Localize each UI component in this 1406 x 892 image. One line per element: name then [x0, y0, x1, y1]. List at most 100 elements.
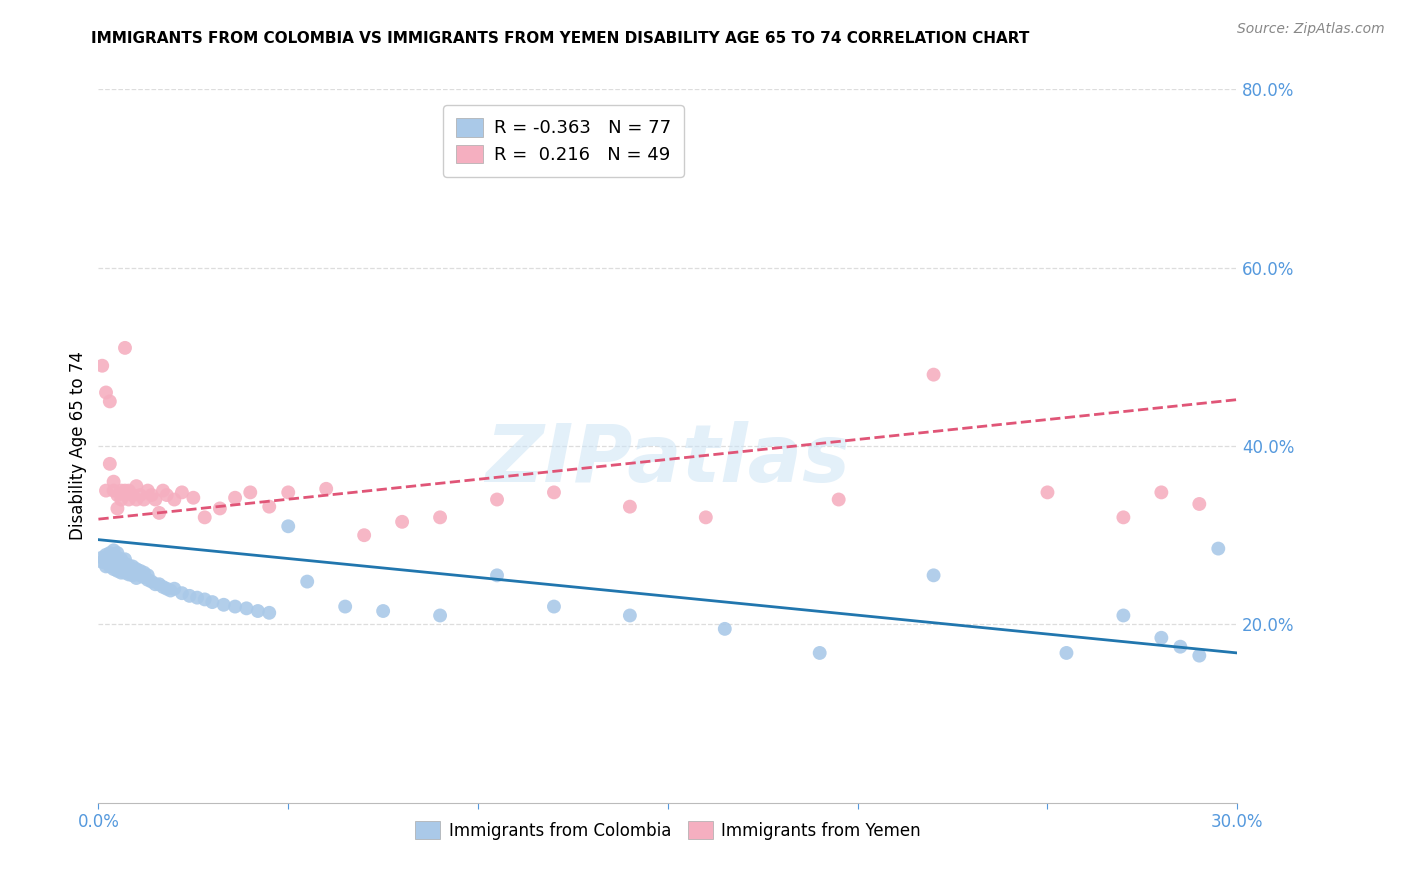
Point: [194, 592, 217, 607]
Point: [132, 492, 155, 507]
Point: [114, 566, 136, 580]
Point: [808, 646, 831, 660]
Point: [148, 506, 170, 520]
Point: [114, 561, 136, 575]
Point: [391, 515, 413, 529]
Point: [114, 341, 136, 355]
Point: [1056, 646, 1078, 660]
Point: [110, 552, 132, 566]
Point: [1150, 631, 1173, 645]
Legend: Immigrants from Colombia, Immigrants from Yemen: Immigrants from Colombia, Immigrants fro…: [406, 814, 929, 848]
Point: [1112, 510, 1135, 524]
Point: [277, 485, 299, 500]
Point: [125, 566, 148, 581]
Point: [118, 483, 141, 498]
Point: [114, 483, 136, 498]
Point: [129, 564, 152, 578]
Point: [156, 582, 179, 596]
Point: [118, 492, 141, 507]
Point: [277, 519, 299, 533]
Point: [353, 528, 375, 542]
Point: [118, 567, 141, 582]
Point: [136, 573, 159, 587]
Point: [98, 559, 121, 574]
Point: [170, 485, 193, 500]
Point: [922, 368, 945, 382]
Point: [91, 555, 114, 569]
Point: [201, 595, 224, 609]
Point: [103, 543, 125, 558]
Point: [145, 577, 167, 591]
Point: [141, 574, 163, 589]
Point: [110, 566, 132, 580]
Point: [297, 574, 319, 589]
Text: Source: ZipAtlas.com: Source: ZipAtlas.com: [1237, 22, 1385, 37]
Point: [107, 559, 129, 574]
Point: [194, 510, 217, 524]
Point: [110, 483, 132, 498]
Point: [486, 568, 509, 582]
Point: [121, 488, 143, 502]
Point: [152, 483, 174, 498]
Point: [1188, 648, 1211, 663]
Point: [103, 475, 125, 489]
Point: [103, 548, 125, 562]
Point: [183, 491, 205, 505]
Point: [98, 550, 121, 565]
Point: [118, 563, 141, 577]
Point: [828, 492, 851, 507]
Point: [259, 606, 281, 620]
Point: [224, 599, 246, 614]
Point: [1208, 541, 1230, 556]
Point: [98, 546, 121, 560]
Point: [125, 492, 148, 507]
Point: [114, 557, 136, 571]
Point: [1170, 640, 1192, 654]
Point: [129, 568, 152, 582]
Point: [486, 492, 509, 507]
Text: ZIPatlas: ZIPatlas: [485, 421, 851, 500]
Point: [152, 580, 174, 594]
Point: [1150, 485, 1173, 500]
Point: [259, 500, 281, 514]
Point: [121, 564, 143, 578]
Point: [98, 394, 121, 409]
Point: [246, 604, 269, 618]
Point: [141, 488, 163, 502]
Point: [103, 552, 125, 566]
Point: [239, 485, 262, 500]
Point: [212, 598, 235, 612]
Point: [98, 555, 121, 569]
Text: IMMIGRANTS FROM COLOMBIA VS IMMIGRANTS FROM YEMEN DISABILITY AGE 65 TO 74 CORREL: IMMIGRANTS FROM COLOMBIA VS IMMIGRANTS F…: [91, 31, 1029, 46]
Point: [136, 483, 159, 498]
Point: [429, 510, 451, 524]
Point: [103, 483, 125, 498]
Point: [94, 559, 117, 574]
Point: [922, 568, 945, 582]
Point: [107, 555, 129, 569]
Point: [163, 582, 186, 596]
Point: [1188, 497, 1211, 511]
Point: [179, 589, 201, 603]
Point: [132, 566, 155, 580]
Point: [315, 482, 337, 496]
Point: [98, 557, 121, 571]
Point: [224, 491, 246, 505]
Point: [619, 608, 641, 623]
Point: [136, 568, 159, 582]
Point: [429, 608, 451, 623]
Point: [1036, 485, 1059, 500]
Point: [125, 562, 148, 576]
Point: [543, 485, 565, 500]
Point: [94, 483, 117, 498]
Point: [235, 601, 257, 615]
Y-axis label: Disability Age 65 to 74: Disability Age 65 to 74: [69, 351, 87, 541]
Point: [91, 550, 114, 565]
Point: [103, 557, 125, 571]
Point: [148, 577, 170, 591]
Point: [94, 555, 117, 569]
Point: [107, 546, 129, 560]
Point: [714, 622, 737, 636]
Point: [619, 500, 641, 514]
Point: [125, 571, 148, 585]
